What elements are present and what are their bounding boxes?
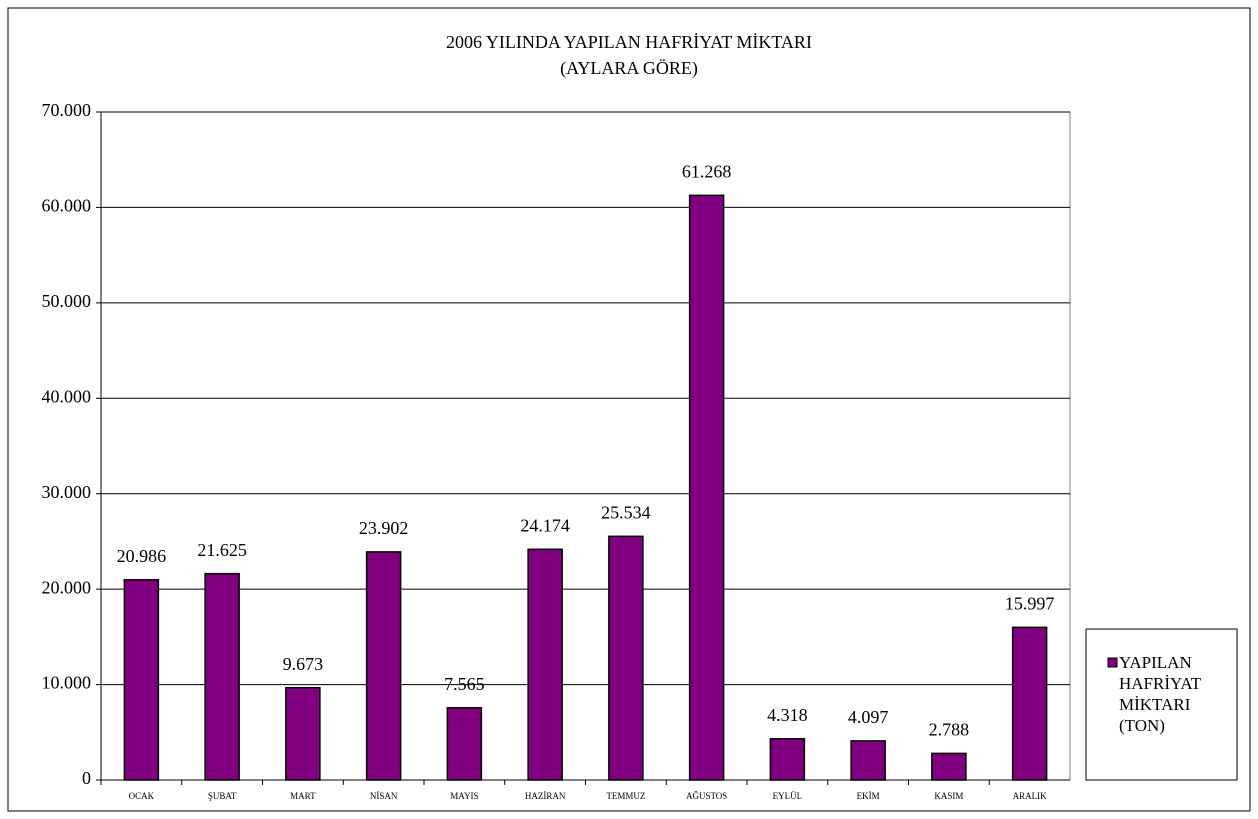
value-label: 15.997	[1005, 593, 1055, 613]
y-tick-label: 50.000	[42, 291, 92, 311]
bar	[365, 551, 402, 781]
x-tick-label: AĞUSTOS	[686, 791, 727, 801]
x-tick-label: EYLÜL	[773, 791, 803, 801]
y-tick-label: 70.000	[42, 100, 92, 120]
value-label: 9.673	[283, 654, 324, 674]
y-tick-label: 0	[82, 768, 91, 788]
bar	[688, 194, 725, 781]
legend-box	[1085, 628, 1238, 781]
x-tick-label: KASIM	[934, 791, 963, 801]
x-tick-label: HAZİRAN	[525, 791, 566, 801]
value-label: 2.788	[929, 720, 970, 740]
bar	[123, 578, 160, 781]
value-label: 4.318	[767, 705, 808, 725]
x-tick-label: ARALIK	[1013, 791, 1047, 801]
bar	[446, 707, 483, 781]
y-tick-label: 20.000	[42, 577, 92, 597]
x-tick-label: MAYIS	[450, 791, 478, 801]
bar	[204, 572, 240, 781]
value-label: 4.097	[848, 707, 889, 727]
x-tick-label: TEMMUZ	[606, 791, 645, 801]
bar	[608, 535, 644, 781]
x-tick-label: OCAK	[129, 791, 155, 801]
value-label: 61.268	[682, 161, 732, 181]
y-tick-label: 40.000	[42, 386, 92, 406]
x-tick-label: ŞUBAT	[208, 791, 237, 801]
legend-swatch	[1107, 657, 1118, 668]
value-label: 21.625	[197, 540, 247, 560]
bar	[850, 740, 886, 781]
bar	[931, 752, 967, 781]
y-tick-label: 60.000	[42, 196, 92, 216]
x-tick-label: NİSAN	[370, 791, 398, 801]
legend-entry: YAPILAN HAFRİYAT MİKTARI (TON)	[1119, 653, 1201, 735]
y-tick-label: 10.000	[42, 673, 92, 693]
value-label: 25.534	[601, 502, 651, 522]
value-label: 20.986	[117, 546, 167, 566]
value-label: 7.565	[444, 674, 485, 694]
legend-label: YAPILAN HAFRİYAT MİKTARI (TON)	[1119, 653, 1201, 735]
chart-subtitle: (AYLARA GÖRE)	[560, 58, 698, 79]
bar	[285, 686, 321, 781]
bar	[527, 548, 563, 781]
x-tick-label: MART	[290, 791, 316, 801]
chart-title: 2006 YILINDA YAPILAN HAFRİYAT MİKTARI	[446, 32, 812, 52]
y-tick-label: 30.000	[42, 482, 92, 502]
value-label: 24.174	[520, 515, 570, 535]
value-label: 23.902	[359, 518, 409, 538]
bar	[1011, 626, 1048, 781]
bar	[769, 738, 806, 781]
x-tick-label: EKİM	[857, 791, 880, 801]
